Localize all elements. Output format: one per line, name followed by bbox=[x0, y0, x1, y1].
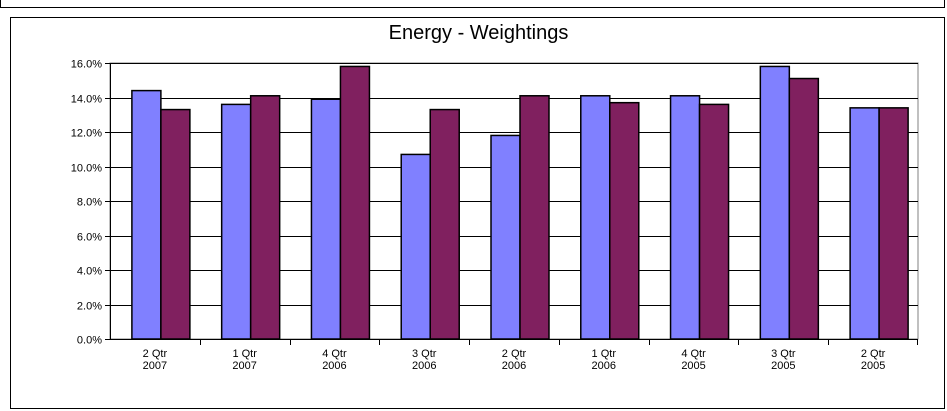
bar-series-1 bbox=[490, 134, 521, 340]
y-tick-label: 16.0% bbox=[71, 59, 102, 71]
x-tick-label: 2005 bbox=[861, 360, 885, 372]
y-tick-label: 14.0% bbox=[71, 94, 102, 106]
bar-series-2 bbox=[339, 65, 371, 340]
y-tick-label: 10.0% bbox=[71, 163, 102, 175]
bar-series-1 bbox=[580, 95, 611, 340]
x-tick-label: 2006 bbox=[592, 360, 616, 372]
x-tick-label: 2007 bbox=[232, 360, 256, 372]
bar-series-1 bbox=[759, 65, 791, 340]
x-tick-label: 2 Qtr bbox=[143, 348, 168, 360]
bar-series-1 bbox=[310, 98, 342, 340]
bar-series-2 bbox=[788, 77, 820, 340]
bar-series-2 bbox=[429, 108, 460, 340]
y-tick-label: 2.0% bbox=[77, 301, 102, 313]
x-tick-label: 2005 bbox=[771, 360, 795, 372]
x-tick-label: 2007 bbox=[143, 360, 167, 372]
x-tick-label: 1 Qtr bbox=[592, 348, 617, 360]
x-tick-label: 3 Qtr bbox=[771, 348, 796, 360]
x-tick-label: 2005 bbox=[681, 360, 705, 372]
x-tick-label: 3 Qtr bbox=[412, 348, 437, 360]
y-tick-label: 0.0% bbox=[77, 335, 102, 347]
x-tick-label: 2006 bbox=[412, 360, 436, 372]
bar-series-1 bbox=[220, 103, 252, 340]
x-tick-label: 2 Qtr bbox=[502, 348, 527, 360]
y-tick-label: 12.0% bbox=[71, 128, 102, 140]
y-tick-label: 6.0% bbox=[77, 232, 102, 244]
bar-series-2 bbox=[519, 95, 550, 340]
y-tick-label: 4.0% bbox=[77, 266, 102, 278]
x-tick-label: 4 Qtr bbox=[681, 348, 706, 360]
x-tick-label: 1 Qtr bbox=[232, 348, 257, 360]
chart-frame: Energy - Weightings 0.0% 2.0% 4.0% 6.0% 8.0%… bbox=[10, 17, 945, 409]
bar-series-1 bbox=[849, 107, 880, 340]
bar-series-1 bbox=[669, 95, 701, 340]
chart-title: Energy - Weightings bbox=[388, 22, 569, 44]
bar-series-2 bbox=[878, 107, 909, 340]
y-tick-label: 8.0% bbox=[77, 197, 102, 209]
x-tick-label: 2 Qtr bbox=[861, 348, 886, 360]
bar-series-1 bbox=[400, 153, 431, 340]
top-panel-edge bbox=[0, 0, 945, 8]
bar-series-2 bbox=[249, 95, 281, 340]
bar-series-2 bbox=[698, 103, 730, 340]
x-tick-label: 4 Qtr bbox=[322, 348, 347, 360]
bar-series-2 bbox=[609, 101, 640, 340]
x-tick-label: 2006 bbox=[502, 360, 526, 372]
bar-series-2 bbox=[160, 108, 191, 340]
x-tick-label: 2006 bbox=[322, 360, 346, 372]
bar-chart: 0.0% 2.0% 4.0% 6.0% 8.0% 10.0% 12.0% 14.0% 16.0%… bbox=[71, 59, 919, 372]
bar-series-1 bbox=[131, 89, 162, 340]
